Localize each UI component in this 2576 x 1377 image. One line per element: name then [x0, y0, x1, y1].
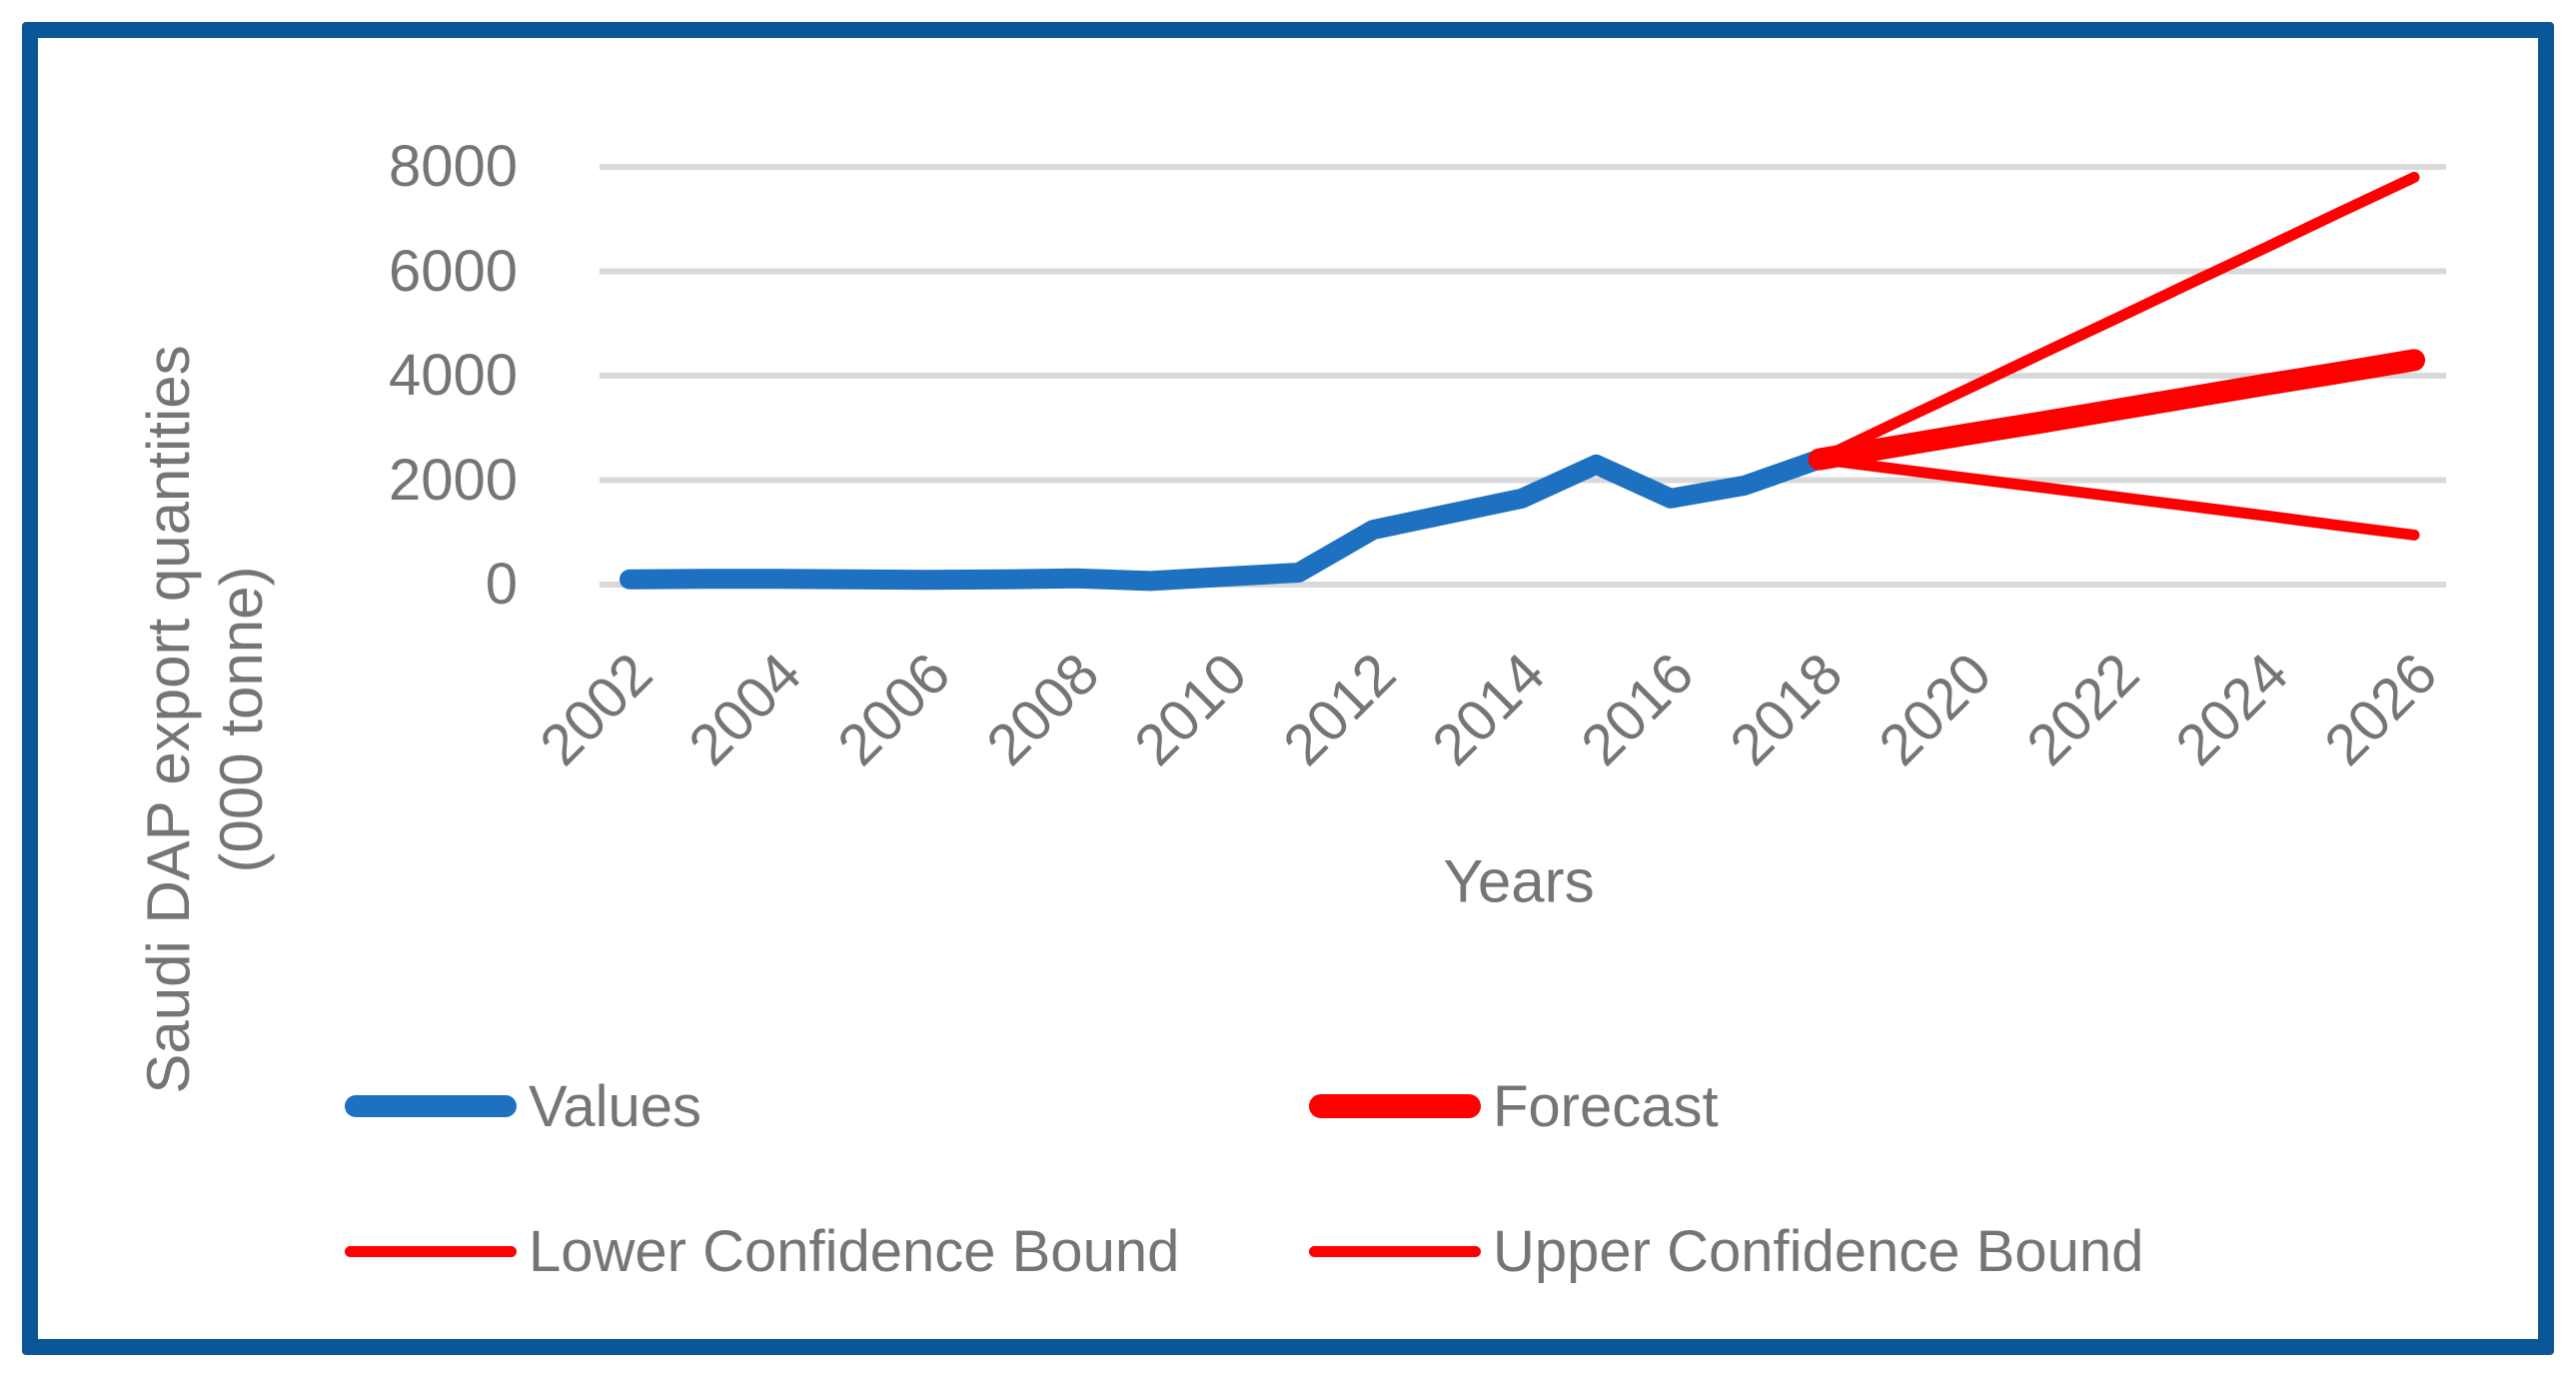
y-axis-tick-label-8000: 8000	[388, 134, 518, 199]
chart-frame-border	[22, 22, 2554, 1355]
forecast-line	[1808, 349, 2425, 471]
legend-item-lower-confidence-bound: Lower Confidence Bound	[345, 1216, 1179, 1286]
upper-confidence-bound-line-swatch	[1309, 1245, 1481, 1257]
y-axis-tick-label-2000: 2000	[388, 447, 518, 513]
legend-item-values: Values	[345, 1071, 701, 1141]
y-axis-tick-label-0: 0	[485, 552, 518, 617]
forecast-line-swatch	[1309, 1094, 1481, 1118]
upper-confidence-bound-line	[1814, 171, 2420, 466]
legend-item-forecast: Forecast	[1309, 1071, 1719, 1141]
y-axis-title-line1: Saudi DAP export quantities	[134, 345, 202, 1094]
values-line	[620, 449, 1830, 592]
legend-label-lower-confidence-bound: Lower Confidence Bound	[529, 1218, 1180, 1284]
y-axis-tick-label-4000: 4000	[388, 343, 518, 408]
legend-label-forecast: Forecast	[1493, 1073, 1719, 1139]
lower-confidence-bound-line-swatch	[345, 1245, 517, 1257]
lower-confidence-bound-line	[1814, 454, 2420, 541]
values-line-swatch	[345, 1095, 517, 1117]
x-axis-title: Years	[1443, 847, 1595, 915]
legend-label-values: Values	[529, 1073, 702, 1139]
legend-item-upper-confidence-bound: Upper Confidence Bound	[1309, 1216, 2143, 1286]
legend-label-upper-confidence-bound: Upper Confidence Bound	[1493, 1218, 2144, 1284]
y-axis-tick-label-6000: 6000	[388, 238, 518, 304]
